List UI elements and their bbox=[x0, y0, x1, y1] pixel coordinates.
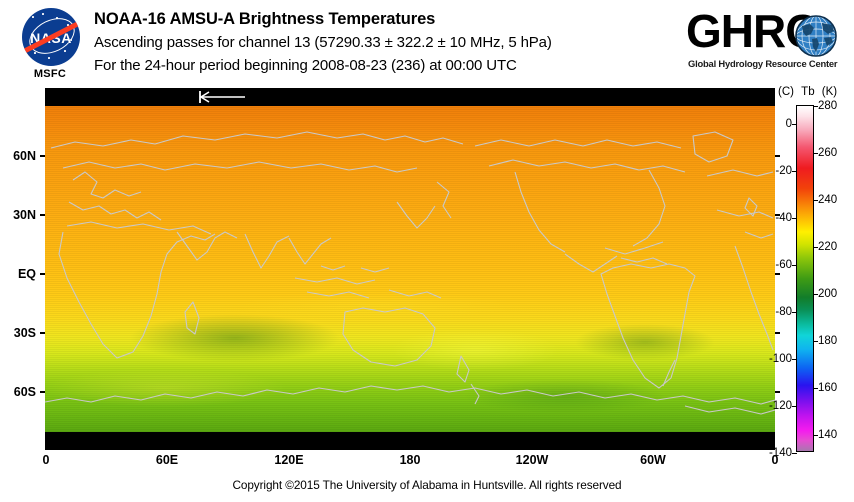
colorbar-unit-celsius: (C) bbox=[778, 86, 794, 98]
arrow-annotation-icon bbox=[199, 91, 245, 103]
y-axis-label-30n: 30N bbox=[13, 208, 36, 222]
x-axis-label-120w: 120W bbox=[515, 453, 549, 467]
subtitle-period: For the 24-hour period beginning 2008-08… bbox=[94, 57, 517, 74]
x-axis-label-60w: 60W bbox=[640, 453, 666, 467]
colorbar-c-80: -80 bbox=[775, 306, 792, 318]
x-axis-label-0w: 0 bbox=[42, 453, 50, 467]
y-axis-label-30s: 30S bbox=[13, 326, 36, 340]
colorbar-k-140: 140 bbox=[818, 429, 838, 441]
nasa-logo: NASA MSFC bbox=[14, 6, 86, 84]
x-axis-label-120e: 120E bbox=[274, 453, 304, 467]
page-title: NOAA-16 AMSU-A Brightness Temperatures bbox=[94, 10, 436, 28]
y-axis-label-eq: EQ bbox=[17, 267, 36, 281]
colorbar-k-160: 160 bbox=[818, 382, 838, 394]
colorbar-c-60: -60 bbox=[775, 259, 792, 271]
x-axis-label-60e: 60E bbox=[155, 453, 179, 467]
header: NASA MSFC NOAA-16 AMSU-A Brightness Temp… bbox=[0, 0, 854, 90]
map-figure bbox=[45, 88, 775, 450]
map-bottom-band bbox=[45, 432, 775, 450]
x-axis-label-180: 180 bbox=[399, 453, 421, 467]
map-top-band bbox=[45, 88, 775, 106]
colorbar: (C) Tb (K) 0 -20 -40 -60 -80 -100 -120 -… bbox=[769, 86, 854, 466]
temperature-field bbox=[45, 106, 775, 432]
title-block: NOAA-16 AMSU-A Brightness Temperatures A… bbox=[94, 8, 674, 77]
colorbar-c-20: -20 bbox=[775, 165, 792, 177]
colorbar-k-240: 240 bbox=[818, 194, 838, 206]
scanline-texture bbox=[45, 106, 775, 432]
nasa-meatball-icon: NASA bbox=[22, 8, 80, 66]
colorbar-k-200: 200 bbox=[818, 288, 838, 300]
colorbar-k-280: 280 bbox=[818, 100, 838, 112]
colorbar-c-100: -100 bbox=[768, 353, 792, 365]
copyright-notice: Copyright ©2015 The University of Alabam… bbox=[232, 478, 622, 492]
ghrc-logo: GHRC bbox=[686, 6, 846, 80]
colorbar-c-120: -120 bbox=[768, 400, 792, 412]
ghrc-tagline: Global Hydrology Resource Center bbox=[688, 58, 838, 69]
map-plot-area bbox=[45, 106, 775, 432]
colorbar-gradient bbox=[796, 105, 814, 452]
colorbar-k-220: 220 bbox=[818, 241, 838, 253]
colorbar-c-0: 0 bbox=[785, 118, 792, 130]
subtitle-channel: Ascending passes for channel 13 (57290.3… bbox=[94, 34, 552, 51]
coastline-overlay bbox=[45, 106, 775, 432]
y-axis-label-60n: 60N bbox=[13, 149, 36, 163]
msfc-label: MSFC bbox=[33, 68, 67, 80]
y-axis-label-60s: 60S bbox=[13, 385, 36, 399]
temperature-anomaly-blotches bbox=[45, 106, 775, 432]
colorbar-k-180: 180 bbox=[818, 335, 838, 347]
colorbar-c-40: -40 bbox=[775, 212, 792, 224]
colorbar-header: (C) Tb (K) bbox=[778, 86, 854, 98]
colorbar-k-260: 260 bbox=[818, 147, 838, 159]
colorbar-variable: Tb bbox=[801, 86, 815, 98]
globe-icon bbox=[794, 14, 838, 58]
x-axis-label-0e: 0 bbox=[771, 453, 779, 467]
colorbar-c-140: -140 bbox=[768, 447, 792, 459]
colorbar-unit-kelvin: (K) bbox=[821, 86, 838, 98]
